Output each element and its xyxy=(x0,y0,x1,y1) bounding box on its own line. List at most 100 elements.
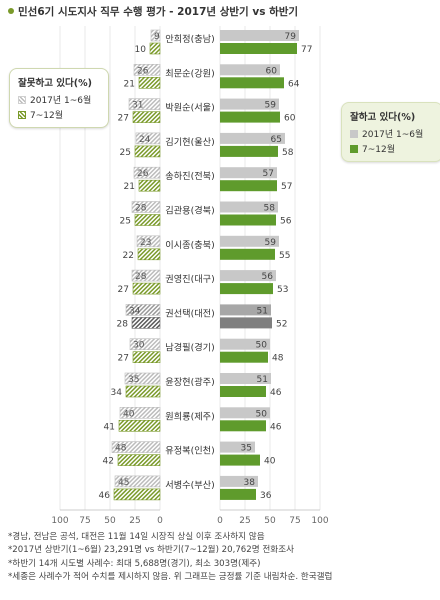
category-label: 서병수(부산) xyxy=(165,480,214,491)
legend-positive-item-h2: 7~12월 xyxy=(350,142,434,155)
category-label: 남경필(경기) xyxy=(165,342,214,354)
value-label-positive-h2: 48 xyxy=(272,354,284,364)
x-axes: 100 75 50 25 0 0 25 50 75 100 xyxy=(51,509,329,526)
value-label-negative-h1: 48 xyxy=(115,444,127,454)
value-label-negative-h2: 27 xyxy=(118,114,129,124)
legend-positive-label-h1: 2017년 1~6월 xyxy=(362,130,424,140)
bar-negative-h2 xyxy=(131,317,161,329)
bar-positive-h2 xyxy=(220,214,276,226)
value-label-positive-h1: 50 xyxy=(256,341,268,351)
value-label-positive-h1: 60 xyxy=(266,66,278,76)
x-tick-label-right: 100 xyxy=(311,516,328,526)
bar-positive-h2 xyxy=(220,248,275,260)
legend-negative-label-h2: 7~12월 xyxy=(30,111,63,121)
x-tick-label-left: 100 xyxy=(51,516,68,526)
bar-negative-h2 xyxy=(134,214,161,226)
value-label-negative-h2: 27 xyxy=(118,354,129,364)
value-label-positive-h2: 46 xyxy=(270,388,282,398)
value-label-positive-h1: 79 xyxy=(285,32,297,42)
bar-positive-h2 xyxy=(220,145,278,157)
category-label: 윤장현(광주) xyxy=(165,376,214,388)
value-label-positive-h1: 56 xyxy=(262,272,274,282)
chart-area: 9107977안희정(충남)26216064최문순(강원)31275960박원순… xyxy=(51,26,329,526)
value-label-positive-h2: 57 xyxy=(281,182,292,192)
title-bullet-icon xyxy=(8,8,14,14)
value-label-positive-h2: 52 xyxy=(276,319,287,329)
value-label-positive-h2: 64 xyxy=(288,79,300,89)
bar-positive-h1 xyxy=(220,338,270,350)
legend-negative-item-h2: 7~12월 xyxy=(18,108,100,121)
value-label-negative-h1: 30 xyxy=(133,341,145,351)
value-label-negative-h2: 21 xyxy=(124,79,135,89)
value-label-negative-h2: 21 xyxy=(124,182,135,192)
bar-negative-h1 xyxy=(111,441,161,453)
value-label-positive-h2: 77 xyxy=(301,45,312,55)
bar-negative-h2 xyxy=(132,111,161,123)
legend-positive-title: 잘하고 있다(%) xyxy=(350,112,416,123)
legend-positive: 잘하고 있다(%) 2017년 1~6월 7~12월 xyxy=(341,102,440,162)
bar-negative-h1 xyxy=(128,98,161,110)
bar-positive-h1 xyxy=(220,64,280,76)
value-label-negative-h2: 10 xyxy=(135,45,147,55)
value-label-negative-h1: 28 xyxy=(135,272,147,282)
bar-negative-h2 xyxy=(138,179,161,192)
legend-swatch-green xyxy=(350,144,358,153)
legend-swatch-gray xyxy=(350,129,358,138)
value-label-negative-h2: 46 xyxy=(99,491,111,501)
value-label-negative-h1: 28 xyxy=(135,204,147,214)
value-label-negative-h1: 31 xyxy=(132,101,143,111)
legend-swatch-hatched-light xyxy=(18,95,26,104)
bar-negative-h2 xyxy=(149,42,161,55)
chart-marks: 9107977안희정(충남)26216064최문순(강원)31275960박원순… xyxy=(99,29,312,501)
value-label-positive-h1: 50 xyxy=(256,409,268,419)
x-tick-label-left: 0 xyxy=(157,516,163,526)
bar-negative-h1 xyxy=(124,372,161,385)
value-label-positive-h2: 46 xyxy=(270,422,282,432)
bar-positive-h2 xyxy=(220,386,266,397)
bar-negative-h2 xyxy=(125,385,161,398)
bar-negative-h1 xyxy=(114,475,161,488)
value-label-positive-h1: 59 xyxy=(265,101,277,111)
footnote: *하반기 14개 시도별 사례수: 최대 5,688명(경기), 최소 303명… xyxy=(8,558,261,569)
bar-negative-h1 xyxy=(119,406,161,419)
value-label-positive-h1: 65 xyxy=(271,135,282,145)
bar-positive-h1 xyxy=(220,201,278,213)
x-tick-label-right: 75 xyxy=(289,516,300,526)
bar-negative-h2 xyxy=(113,488,161,501)
bar-negative-h1 xyxy=(135,132,161,145)
value-label-negative-h2: 42 xyxy=(103,457,114,467)
bar-positive-h1 xyxy=(220,304,271,316)
bar-positive-h1 xyxy=(220,270,276,282)
bar-negative-h1 xyxy=(129,338,161,351)
value-label-negative-h1: 24 xyxy=(139,135,151,145)
value-label-negative-h2: 27 xyxy=(118,285,129,295)
bar-negative-h2 xyxy=(134,145,161,158)
value-label-negative-h2: 22 xyxy=(123,251,134,261)
bar-negative-h2 xyxy=(137,248,161,261)
bar-positive-h1 xyxy=(220,373,271,384)
value-label-negative-h1: 40 xyxy=(123,409,135,419)
chart-title: 민선6기 시도지사 직무 수행 평가 - 2017년 상반기 vs 하반기 xyxy=(8,4,298,19)
value-label-positive-h1: 35 xyxy=(241,444,252,454)
bar-negative-h1 xyxy=(150,29,161,42)
bar-positive-h2 xyxy=(220,43,297,54)
bar-positive-h1 xyxy=(220,407,270,419)
value-label-negative-h1: 26 xyxy=(137,169,149,179)
x-tick-label-left: 75 xyxy=(79,516,90,526)
bar-negative-h1 xyxy=(131,269,161,282)
category-label: 원희룡(제주) xyxy=(165,410,214,422)
footnote: *경남, 전남은 공석, 대전은 11월 14일 시장직 상실 이후 조사하지 … xyxy=(8,532,265,542)
x-tick-label-right: 50 xyxy=(264,516,276,526)
bar-positive-h2 xyxy=(220,180,277,192)
category-label: 최문순(강원) xyxy=(165,68,214,79)
value-label-negative-h2: 25 xyxy=(120,217,131,227)
x-tick-label-left: 25 xyxy=(129,516,140,526)
value-label-positive-h1: 38 xyxy=(244,478,256,488)
category-label: 이시종(충북) xyxy=(165,240,214,251)
category-label: 김기현(울산) xyxy=(165,136,214,148)
value-label-negative-h2: 41 xyxy=(104,422,115,432)
value-label-positive-h1: 59 xyxy=(265,238,277,248)
bar-positive-h2 xyxy=(220,420,266,432)
category-label: 권영진(대구) xyxy=(165,273,214,285)
legend-positive-label-h2: 7~12월 xyxy=(362,145,395,155)
